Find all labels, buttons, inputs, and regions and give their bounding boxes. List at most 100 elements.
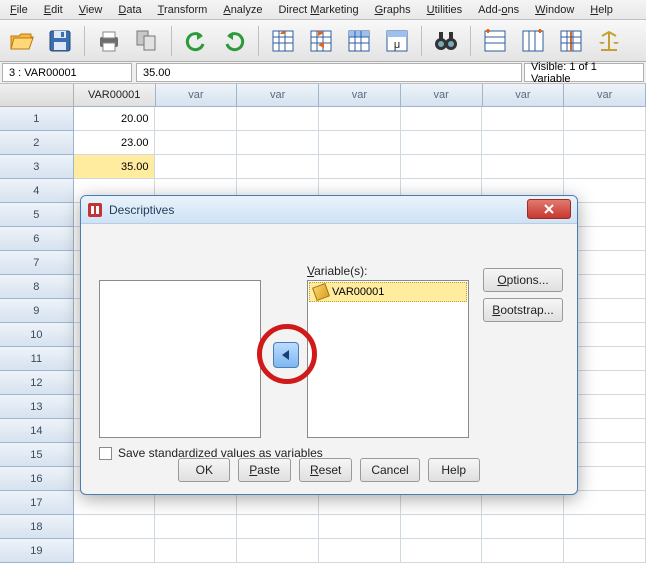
row-header[interactable]: 9 — [0, 299, 74, 323]
run-descriptives-button[interactable]: μ — [381, 25, 413, 57]
grid-cell[interactable] — [401, 515, 483, 539]
grid-cell[interactable] — [237, 515, 319, 539]
bootstrap-button[interactable]: Bootstrap... — [483, 298, 563, 322]
row-header[interactable]: 12 — [0, 371, 74, 395]
grid-cell[interactable] — [237, 107, 319, 131]
grid-cell[interactable] — [319, 107, 401, 131]
row-header[interactable]: 1 — [0, 107, 74, 131]
row-header[interactable]: 13 — [0, 395, 74, 419]
close-button[interactable] — [527, 199, 571, 219]
grid-cell[interactable] — [401, 539, 483, 563]
row-header[interactable]: 6 — [0, 227, 74, 251]
grid-cell[interactable]: 23.00 — [74, 131, 156, 155]
column-header-empty[interactable]: var — [156, 84, 238, 107]
undo-button[interactable] — [180, 25, 212, 57]
row-header[interactable]: 5 — [0, 203, 74, 227]
grid-cell[interactable] — [237, 131, 319, 155]
cell-value-field[interactable]: 35.00 — [136, 63, 522, 82]
row-header[interactable]: 17 — [0, 491, 74, 515]
grid-cell[interactable] — [74, 515, 156, 539]
source-variable-list[interactable] — [99, 280, 261, 438]
move-variable-button[interactable] — [273, 342, 299, 368]
grid-cell[interactable] — [237, 539, 319, 563]
grid-cell[interactable] — [155, 131, 237, 155]
grid-cell[interactable] — [482, 515, 564, 539]
goto-variable-button[interactable] — [305, 25, 337, 57]
row-header[interactable]: 19 — [0, 539, 74, 563]
menu-view[interactable]: View — [71, 2, 111, 18]
menu-utilities[interactable]: Utilities — [419, 2, 470, 18]
variables-button[interactable] — [343, 25, 375, 57]
row-header[interactable]: 18 — [0, 515, 74, 539]
grid-cell[interactable]: 20.00 — [74, 107, 156, 131]
insert-case-button[interactable] — [479, 25, 511, 57]
grid-cell[interactable] — [564, 515, 646, 539]
row-header[interactable]: 4 — [0, 179, 74, 203]
redo-button[interactable] — [218, 25, 250, 57]
print-button[interactable] — [93, 25, 125, 57]
grid-cell[interactable] — [155, 539, 237, 563]
goto-case-button[interactable] — [267, 25, 299, 57]
grid-cell[interactable] — [319, 515, 401, 539]
column-header-empty[interactable]: var — [237, 84, 319, 107]
grid-cell[interactable] — [155, 107, 237, 131]
row-header[interactable]: 11 — [0, 347, 74, 371]
options-button[interactable]: Options... — [483, 268, 563, 292]
grid-cell[interactable] — [564, 107, 646, 131]
row-header[interactable]: 16 — [0, 467, 74, 491]
grid-cell[interactable] — [401, 155, 483, 179]
row-header[interactable]: 7 — [0, 251, 74, 275]
grid-cell[interactable] — [482, 107, 564, 131]
column-header-empty[interactable]: var — [319, 84, 401, 107]
row-header[interactable]: 15 — [0, 443, 74, 467]
reset-button[interactable]: Reset — [299, 458, 352, 482]
menu-edit[interactable]: Edit — [36, 2, 71, 18]
menu-data[interactable]: Data — [110, 2, 149, 18]
column-header-empty[interactable]: var — [483, 84, 565, 107]
cell-address-field[interactable]: 3 : VAR00001 — [2, 63, 132, 82]
help-button[interactable]: Help — [428, 458, 480, 482]
save-button[interactable] — [44, 25, 76, 57]
menu-file[interactable]: File — [2, 2, 36, 18]
grid-cell[interactable] — [237, 155, 319, 179]
grid-cell[interactable] — [482, 155, 564, 179]
grid-cell[interactable] — [564, 539, 646, 563]
menu-graphs[interactable]: Graphs — [367, 2, 419, 18]
target-variable-list[interactable]: VAR00001 — [307, 280, 469, 438]
grid-cell[interactable] — [401, 107, 483, 131]
menu-analyze[interactable]: Analyze — [215, 2, 270, 18]
row-header[interactable]: 14 — [0, 419, 74, 443]
menu-addons[interactable]: Add-ons — [470, 2, 527, 18]
grid-cell[interactable]: 35.00 — [74, 155, 156, 179]
cancel-button[interactable]: Cancel — [360, 458, 419, 482]
recall-dialog-button[interactable] — [131, 25, 163, 57]
row-header[interactable]: 10 — [0, 323, 74, 347]
grid-cell[interactable] — [401, 131, 483, 155]
grid-cell[interactable] — [319, 131, 401, 155]
menu-help[interactable]: Help — [582, 2, 621, 18]
grid-cell[interactable] — [155, 155, 237, 179]
paste-button[interactable]: Paste — [238, 458, 291, 482]
split-file-button[interactable] — [555, 25, 587, 57]
grid-cell[interactable] — [482, 131, 564, 155]
variable-item[interactable]: VAR00001 — [309, 282, 467, 302]
menu-window[interactable]: Window — [527, 2, 582, 18]
column-header-empty[interactable]: var — [401, 84, 483, 107]
grid-cell[interactable] — [564, 155, 646, 179]
insert-variable-button[interactable] — [517, 25, 549, 57]
weight-cases-button[interactable] — [593, 25, 625, 57]
grid-cell[interactable] — [564, 491, 646, 515]
grid-cell[interactable] — [482, 539, 564, 563]
open-file-button[interactable] — [6, 25, 38, 57]
grid-cell[interactable] — [155, 515, 237, 539]
row-header[interactable]: 8 — [0, 275, 74, 299]
column-header-empty[interactable]: var — [564, 84, 646, 107]
grid-cell[interactable] — [564, 131, 646, 155]
menu-direct-marketing[interactable]: Direct Marketing — [270, 2, 366, 18]
find-button[interactable] — [430, 25, 462, 57]
grid-cell[interactable] — [319, 155, 401, 179]
row-header[interactable]: 2 — [0, 131, 74, 155]
grid-cell[interactable] — [74, 539, 156, 563]
dialog-titlebar[interactable]: Descriptives — [81, 196, 577, 224]
column-header-var00001[interactable]: VAR00001 — [74, 84, 156, 107]
